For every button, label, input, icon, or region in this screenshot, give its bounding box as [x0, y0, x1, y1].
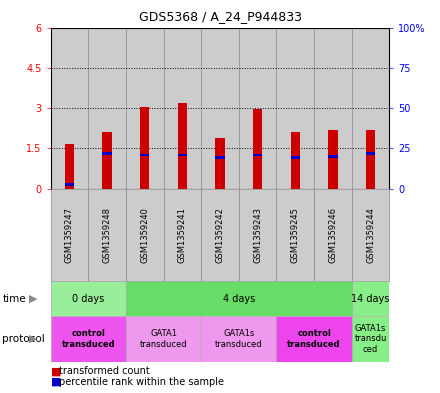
Bar [314, 189, 352, 281]
Text: GSM1359240: GSM1359240 [140, 207, 149, 263]
Bar [328, 130, 337, 189]
Text: ■: ■ [51, 366, 61, 376]
Bar [215, 138, 225, 189]
Bar [140, 154, 150, 156]
Bar [290, 156, 300, 159]
Bar [103, 152, 112, 155]
Bar [126, 316, 201, 362]
Bar [201, 28, 239, 189]
Bar [201, 189, 239, 281]
Text: transformed count: transformed count [59, 366, 150, 376]
Bar [276, 189, 314, 281]
Text: ▶: ▶ [29, 334, 37, 344]
Bar [51, 316, 126, 362]
Text: GSM1359246: GSM1359246 [328, 207, 337, 263]
Bar [65, 144, 74, 189]
Bar [88, 189, 126, 281]
Bar [366, 130, 375, 189]
Text: GSM1359248: GSM1359248 [103, 207, 112, 263]
Bar [239, 189, 276, 281]
Text: GATA1
transduced: GATA1 transduced [140, 329, 187, 349]
Bar [352, 281, 389, 316]
Text: GATA1s
transduced: GATA1s transduced [215, 329, 263, 349]
Bar [201, 316, 276, 362]
Text: GSM1359245: GSM1359245 [291, 207, 300, 263]
Bar [290, 132, 300, 189]
Bar [276, 316, 352, 362]
Bar [215, 156, 225, 159]
Text: GSM1359243: GSM1359243 [253, 207, 262, 263]
Bar [65, 183, 74, 186]
Text: GSM1359242: GSM1359242 [216, 207, 224, 263]
Bar [51, 281, 126, 316]
Bar [352, 28, 389, 189]
Bar [328, 155, 337, 158]
Bar [178, 154, 187, 156]
Text: 14 days: 14 days [352, 294, 390, 304]
Text: time: time [2, 294, 26, 304]
Bar [366, 152, 375, 155]
Text: GDS5368 / A_24_P944833: GDS5368 / A_24_P944833 [139, 10, 301, 23]
Bar [164, 28, 201, 189]
Bar [103, 132, 112, 189]
Bar [51, 189, 88, 281]
Text: 0 days: 0 days [72, 294, 104, 304]
Text: GSM1359241: GSM1359241 [178, 207, 187, 263]
Text: protocol: protocol [2, 334, 45, 344]
Bar [88, 28, 126, 189]
Bar [51, 28, 88, 189]
Text: GSM1359244: GSM1359244 [366, 207, 375, 263]
Text: control
transduced: control transduced [287, 329, 341, 349]
Bar [126, 189, 164, 281]
Text: ■: ■ [51, 377, 61, 387]
Bar [178, 103, 187, 189]
Bar [253, 154, 262, 156]
Bar [352, 316, 389, 362]
Text: control
transduced: control transduced [62, 329, 115, 349]
Bar [276, 28, 314, 189]
Bar [126, 281, 352, 316]
Text: GSM1359247: GSM1359247 [65, 207, 74, 263]
Bar [352, 189, 389, 281]
Bar [314, 28, 352, 189]
Text: percentile rank within the sample: percentile rank within the sample [59, 377, 224, 387]
Bar [253, 109, 262, 189]
Bar [164, 189, 201, 281]
Text: GATA1s
transdu
ced: GATA1s transdu ced [354, 324, 387, 354]
Text: ▶: ▶ [29, 294, 37, 304]
Bar [126, 28, 164, 189]
Text: 4 days: 4 days [223, 294, 255, 304]
Bar [140, 107, 150, 189]
Bar [239, 28, 276, 189]
